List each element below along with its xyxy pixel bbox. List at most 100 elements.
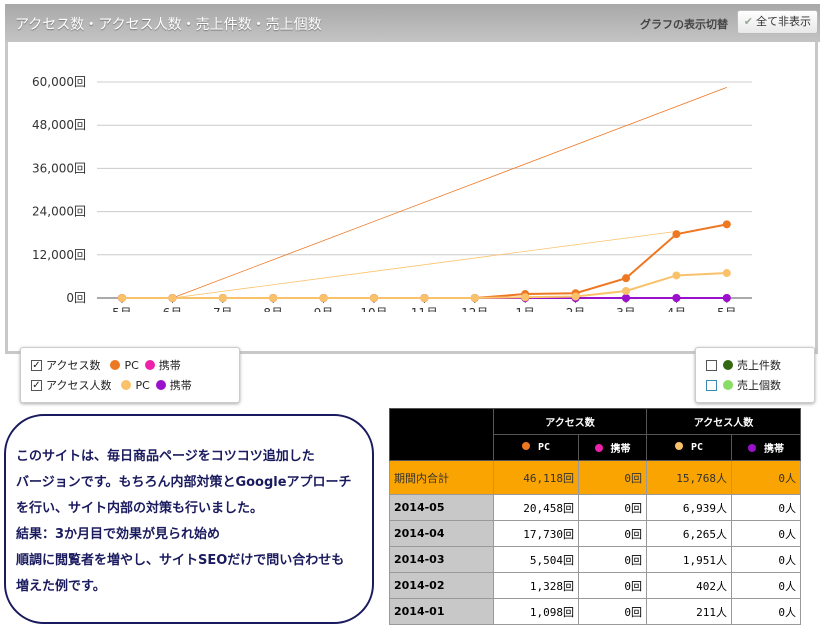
x-tick-label: 10月: [360, 306, 387, 312]
sub-header: 携帯: [731, 434, 801, 461]
total-row: 期間内合計 46,118回 0回 15,768人 0人: [389, 460, 801, 495]
cell: 0人: [731, 460, 801, 495]
x-tick-label: 11月: [411, 306, 438, 312]
row-label: 2014-03: [389, 546, 494, 573]
dot-icon: [748, 444, 756, 452]
cell: 0人: [731, 572, 801, 599]
legend-row-access-count[interactable]: ✓ アクセス数 PC 携帯: [31, 355, 229, 375]
cell: 211人: [646, 598, 732, 625]
cell: 6,265人: [646, 520, 732, 547]
data-point: [672, 230, 681, 239]
trend-line: [172, 87, 727, 299]
cell: 17,730回: [493, 520, 579, 547]
x-tick-label: 3月: [616, 306, 636, 312]
cell: 402人: [646, 572, 732, 599]
data-point: [168, 294, 177, 302]
cell: 0回: [578, 494, 647, 521]
y-tick-label: 12,000回: [32, 248, 86, 262]
sub-header: 携帯: [578, 434, 647, 461]
dot-icon: [144, 360, 155, 370]
cell: 20,458回: [493, 494, 579, 521]
sub-header: PC: [493, 434, 579, 461]
checkbox[interactable]: ✓: [31, 359, 42, 371]
legend-label: 売上件数: [737, 359, 781, 372]
data-point: [571, 292, 580, 301]
note-line: バージョンです。もちろん内部対策とGoogleアプローチ: [16, 475, 352, 490]
table-row: 2014-01 1,098回 0回 211人 0人: [389, 598, 801, 625]
table-row: 2014-04 17,730回 0回 6,265人 0人: [389, 520, 801, 547]
group-header: アクセス数: [493, 408, 647, 435]
y-tick-label: 60,000回: [32, 75, 86, 89]
chart-panel: [5, 4, 818, 354]
hide-all-button[interactable]: ✔ 全て非表示: [736, 10, 818, 34]
x-tick-label: 1月: [515, 306, 535, 312]
x-tick-label: 2月: [566, 306, 586, 312]
y-tick-label: 48,000回: [32, 118, 86, 132]
legend-row-access-users[interactable]: ✓ アクセス人数 PC 携帯: [31, 375, 229, 395]
legend-row-sales-count[interactable]: 売上件数: [706, 355, 804, 375]
note-line: を行い、サイト内部の対策も行いました。: [16, 501, 264, 516]
cell: 6,939人: [646, 494, 732, 521]
cell: 0回: [578, 460, 647, 495]
dot-icon: [723, 380, 733, 390]
stats-table: アクセス数 アクセス人数 PC 携帯 PC 携帯 期間内合計 46,118回 0回 1…: [389, 408, 801, 625]
corner-cell: [389, 408, 494, 461]
checkbox[interactable]: [706, 379, 717, 391]
table-row: 2014-03 5,504回 0回 1,951人 0人: [389, 546, 801, 573]
cell: 1,951人: [646, 546, 732, 573]
data-point: [218, 294, 227, 302]
data-point: [420, 294, 429, 302]
data-point: [118, 294, 126, 302]
sub-header-label: PC: [537, 442, 551, 453]
line-chart: 0回 12,000回 24,000回 36,000回 48,000回 60,000回 5月 6…: [32, 75, 752, 312]
note-line: このサイトは、毎日商品ページをコツコツ追加した: [16, 449, 315, 464]
cell: 0人: [731, 494, 801, 521]
legend-row-sales-items[interactable]: 売上個数: [706, 375, 804, 395]
x-tick-label: 5月: [112, 306, 132, 312]
data-point: [722, 269, 731, 278]
legend-access: ✓ アクセス数 PC 携帯 ✓ アクセス人数 PC 携帯: [20, 347, 240, 403]
data-point: [622, 274, 630, 283]
dot-icon: [155, 380, 166, 390]
row-label: 2014-04: [389, 520, 494, 547]
chart-title: アクセス数・アクセス人数・売上件数・売上個数: [15, 17, 322, 33]
dot-icon: [723, 360, 733, 370]
y-tick-label: 0回: [66, 291, 86, 305]
table-row: 2014-02 1,328回 0回 402人 0人: [389, 572, 801, 599]
data-point: [622, 286, 630, 295]
checkbox[interactable]: ✓: [31, 379, 42, 391]
data-point: [722, 220, 731, 229]
cell: 0人: [731, 520, 801, 547]
cell: 15,768人: [646, 460, 732, 495]
row-label: 2014-05: [389, 494, 494, 521]
data-point: [319, 294, 328, 302]
row-label: 期間内合計: [389, 460, 494, 495]
legend-mobile: 携帯: [158, 359, 181, 372]
cell: 1,098回: [493, 598, 579, 625]
x-tick-label: 5月: [717, 306, 737, 312]
note-line: 結果：3か月目で効果が見られ始め: [16, 527, 221, 542]
note-line: 順調に閲覧者を増やし、サイトSEOだけで問い合わせも: [16, 553, 345, 568]
sub-header: PC: [646, 434, 732, 461]
x-tick-label: 9月: [314, 306, 334, 312]
cell: 46,118回: [493, 460, 579, 495]
note-box: このサイトは、毎日商品ページをコツコツ追加した バージョンです。もちろん内部対策…: [4, 414, 374, 624]
data-point: [521, 293, 530, 302]
hide-all-label: 全て非表示: [756, 15, 811, 28]
cell: 5,504回: [493, 546, 579, 573]
legend-mobile: 携帯: [169, 379, 192, 392]
legend-pc: PC: [135, 378, 150, 392]
x-tick-label: 4月: [667, 306, 687, 312]
table-row: 2014-05 20,458回 0回 6,939人 0人: [389, 494, 801, 521]
sub-header-label: PC: [690, 442, 704, 453]
checkbox[interactable]: [706, 359, 717, 371]
legend-sales: 売上件数 売上個数: [695, 347, 815, 403]
graph-toggle-label: グラフの表示切替: [640, 18, 728, 31]
legend-pc: PC: [124, 358, 139, 372]
cell: 1,328回: [493, 572, 579, 599]
note-line: 増えた例です。: [16, 579, 106, 594]
data-point: [470, 294, 479, 302]
data-point: [269, 294, 278, 302]
cell: 0人: [731, 598, 801, 625]
dot-icon: [110, 360, 121, 370]
